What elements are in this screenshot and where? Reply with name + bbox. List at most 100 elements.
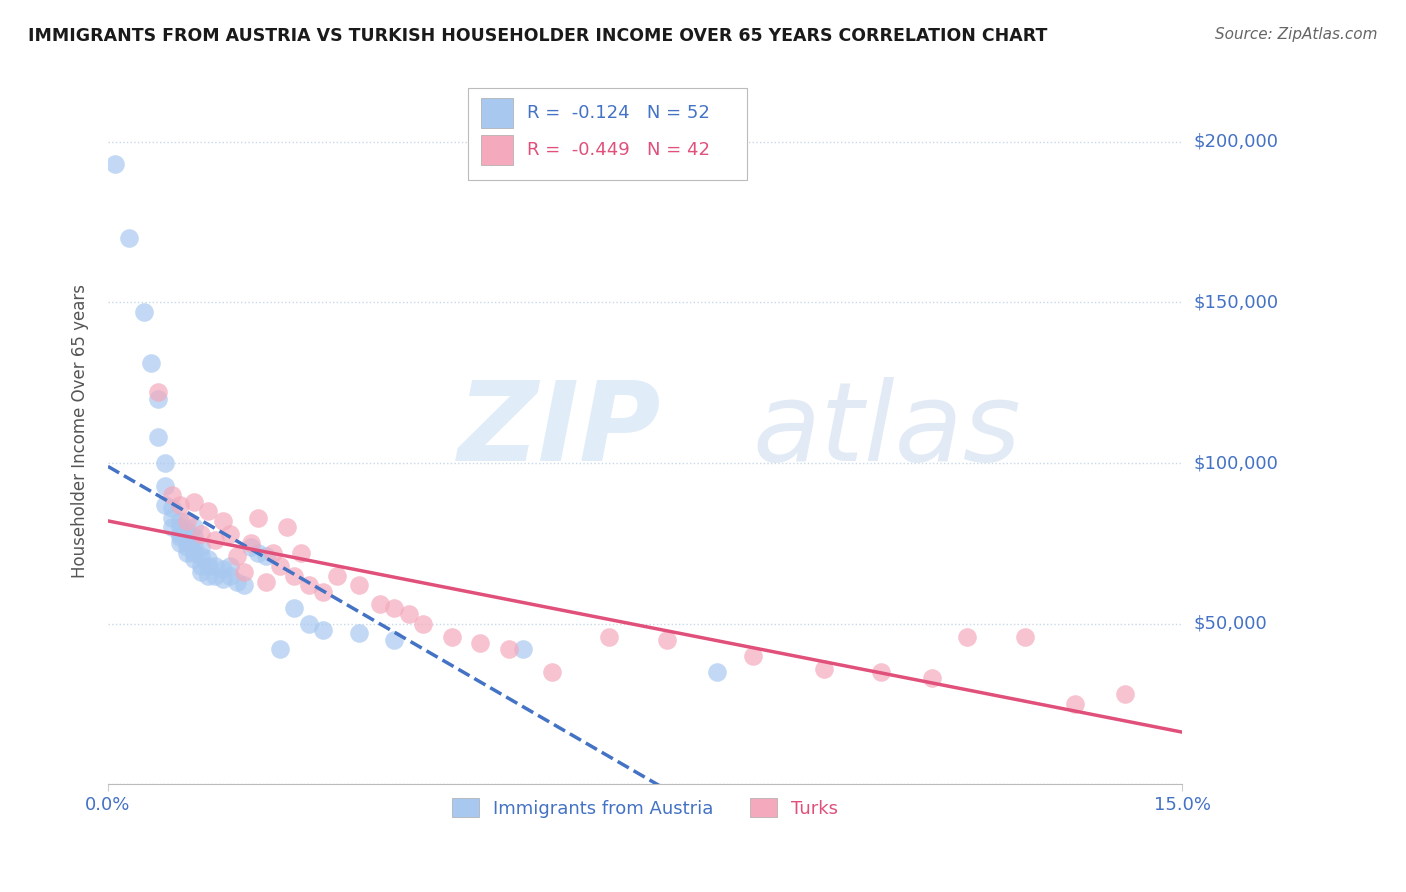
Point	[190, 540, 212, 554]
Text: R =  -0.449   N = 42: R = -0.449 N = 42	[527, 141, 710, 160]
Point	[176, 514, 198, 528]
Point	[190, 526, 212, 541]
Point	[233, 566, 256, 580]
Point	[104, 157, 127, 171]
Point	[183, 530, 205, 544]
Point	[169, 514, 191, 528]
Text: $150,000: $150,000	[1194, 293, 1278, 311]
Point	[247, 510, 270, 524]
Point	[384, 632, 406, 647]
Point	[347, 626, 370, 640]
Point	[412, 616, 434, 631]
Point	[240, 540, 263, 554]
Point	[283, 600, 305, 615]
Point	[598, 630, 620, 644]
Point	[655, 632, 678, 647]
Point	[176, 524, 198, 538]
Point	[204, 568, 226, 582]
Text: $200,000: $200,000	[1194, 133, 1278, 151]
Point	[813, 662, 835, 676]
Point	[498, 642, 520, 657]
Point	[197, 558, 219, 573]
Point	[262, 546, 284, 560]
Point	[326, 568, 349, 582]
Point	[169, 520, 191, 534]
Point	[162, 488, 184, 502]
Point	[283, 568, 305, 582]
Point	[233, 578, 256, 592]
Text: $50,000: $50,000	[1194, 615, 1267, 632]
Point	[225, 574, 247, 589]
Point	[197, 504, 219, 518]
Point	[183, 546, 205, 560]
Point	[470, 636, 492, 650]
Point	[290, 546, 312, 560]
Point	[240, 536, 263, 550]
Point	[169, 536, 191, 550]
Point	[269, 642, 291, 657]
Point	[176, 546, 198, 560]
Point	[211, 514, 233, 528]
Point	[312, 584, 335, 599]
Point	[225, 549, 247, 564]
Point	[183, 494, 205, 508]
Point	[541, 665, 564, 679]
Point	[1114, 688, 1136, 702]
Point	[169, 530, 191, 544]
Point	[155, 498, 177, 512]
Point	[183, 552, 205, 566]
Point	[254, 574, 277, 589]
Point	[218, 568, 240, 582]
Point	[269, 558, 291, 573]
Point	[218, 558, 240, 573]
Point	[347, 578, 370, 592]
Point	[211, 572, 233, 586]
Point	[247, 546, 270, 560]
Point	[921, 672, 943, 686]
Point	[162, 510, 184, 524]
Point	[183, 540, 205, 554]
Point	[254, 549, 277, 564]
Text: IMMIGRANTS FROM AUSTRIA VS TURKISH HOUSEHOLDER INCOME OVER 65 YEARS CORRELATION : IMMIGRANTS FROM AUSTRIA VS TURKISH HOUSE…	[28, 27, 1047, 45]
FancyBboxPatch shape	[481, 98, 513, 128]
Point	[162, 501, 184, 516]
Point	[204, 558, 226, 573]
Point	[218, 526, 240, 541]
Point	[146, 385, 169, 400]
Point	[368, 598, 391, 612]
Point	[132, 305, 155, 319]
Point	[440, 630, 463, 644]
Point	[1063, 697, 1085, 711]
Point	[183, 520, 205, 534]
Point	[204, 533, 226, 548]
Point	[956, 630, 979, 644]
Point	[870, 665, 893, 679]
Point	[176, 533, 198, 548]
Point	[706, 665, 728, 679]
Point	[146, 430, 169, 444]
Point	[1014, 630, 1036, 644]
Point	[297, 578, 319, 592]
Point	[190, 566, 212, 580]
Point	[169, 526, 191, 541]
Point	[398, 607, 420, 621]
Y-axis label: Householder Income Over 65 years: Householder Income Over 65 years	[72, 284, 89, 578]
FancyBboxPatch shape	[481, 136, 513, 165]
Point	[197, 568, 219, 582]
Point	[139, 356, 162, 370]
Point	[312, 623, 335, 637]
Point	[169, 498, 191, 512]
Point	[155, 456, 177, 470]
Text: Source: ZipAtlas.com: Source: ZipAtlas.com	[1215, 27, 1378, 42]
Legend: Immigrants from Austria, Turks: Immigrants from Austria, Turks	[444, 791, 845, 825]
Point	[297, 616, 319, 631]
Point	[190, 549, 212, 564]
Point	[176, 540, 198, 554]
Point	[276, 520, 298, 534]
Point	[118, 231, 141, 245]
Text: $100,000: $100,000	[1194, 454, 1278, 472]
Point	[146, 392, 169, 406]
Point	[384, 600, 406, 615]
Text: ZIP: ZIP	[457, 377, 661, 484]
Point	[190, 558, 212, 573]
